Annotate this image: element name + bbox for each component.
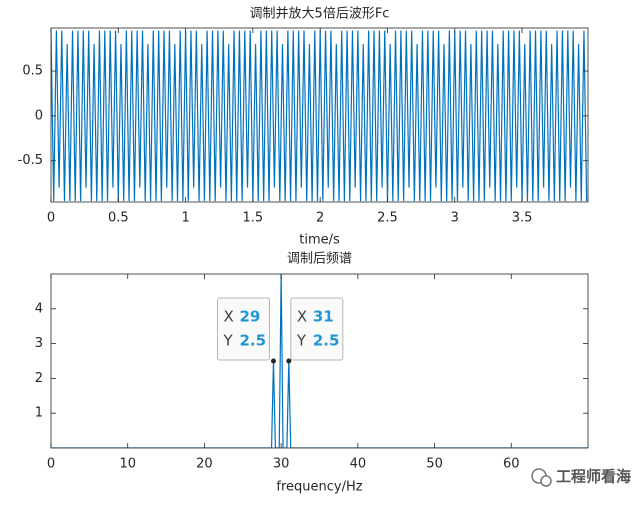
- x-tick-label: 2: [316, 211, 324, 226]
- datatip-value: 31: [313, 308, 334, 326]
- datatip-marker: [270, 358, 276, 364]
- datatip-box: [290, 297, 344, 361]
- axes-box: [50, 27, 589, 203]
- x-axis-label: time/s: [299, 233, 340, 248]
- x-tick-label: 30: [273, 457, 290, 472]
- y-tick-label: 1: [35, 406, 43, 421]
- datatip: X 29 Y 2.5: [216, 297, 276, 364]
- y-tick-label: 0: [35, 108, 43, 123]
- x-tick-label: 1: [181, 211, 189, 226]
- x-tick-label: 0: [47, 211, 55, 226]
- datatip-value: 2.5: [239, 332, 266, 350]
- datatip-marker: [286, 358, 292, 364]
- x-tick-label: 40: [350, 457, 367, 472]
- datatip-key: Y: [222, 332, 233, 350]
- watermark: 工程师看海: [531, 468, 631, 487]
- plot-area: [51, 30, 588, 202]
- x-tick-label: 3: [451, 211, 459, 226]
- y-tick-label: 3: [35, 336, 43, 351]
- datatip-value: 2.5: [313, 332, 340, 350]
- datatip-box: [216, 297, 270, 361]
- x-tick-label: 50: [426, 457, 443, 472]
- datatip: X 31 Y 2.5: [286, 297, 344, 364]
- y-tick-label: 4: [35, 301, 43, 316]
- x-tick-label: 0: [47, 457, 55, 472]
- y-tick-label: 0.5: [22, 64, 43, 79]
- plot-area: [51, 274, 588, 448]
- datatip-key: X: [297, 308, 307, 326]
- datatip-key: X: [223, 308, 233, 326]
- x-tick-label: 60: [503, 457, 520, 472]
- axes-box: [50, 273, 589, 449]
- datatip-value: 29: [239, 308, 260, 326]
- watermark-text: 工程师看海: [556, 468, 631, 486]
- x-tick-label: 20: [196, 457, 213, 472]
- x-axis-label: frequency/Hz: [276, 480, 362, 495]
- x-tick-label: 3.5: [512, 211, 533, 226]
- data-line: [51, 274, 588, 448]
- chart-title: 调制并放大5倍后波形Fc: [250, 7, 390, 22]
- x-tick-label: 1.5: [243, 211, 264, 226]
- y-tick-label: -0.5: [18, 153, 43, 168]
- data-line: [51, 30, 588, 202]
- datatip-key: Y: [296, 332, 307, 350]
- x-tick-label: 2.5: [377, 211, 398, 226]
- y-tick-label: 2: [35, 371, 43, 386]
- chart-title: 调制后频谱: [287, 252, 352, 267]
- axes: 调制后频谱 0 10 20 30 40 50 60 1 2 3 4 frequency/Hz X 29 Y 2.…: [35, 252, 589, 495]
- axes: 调制并放大5倍后波形Fc 0 0.5 1 1.5 2 2.5 3 3.5 -0.5 0 0.5 time…: [18, 7, 589, 248]
- x-tick-label: 10: [119, 457, 136, 472]
- x-tick-label: 0.5: [108, 211, 129, 226]
- watermark-icon: [540, 475, 552, 487]
